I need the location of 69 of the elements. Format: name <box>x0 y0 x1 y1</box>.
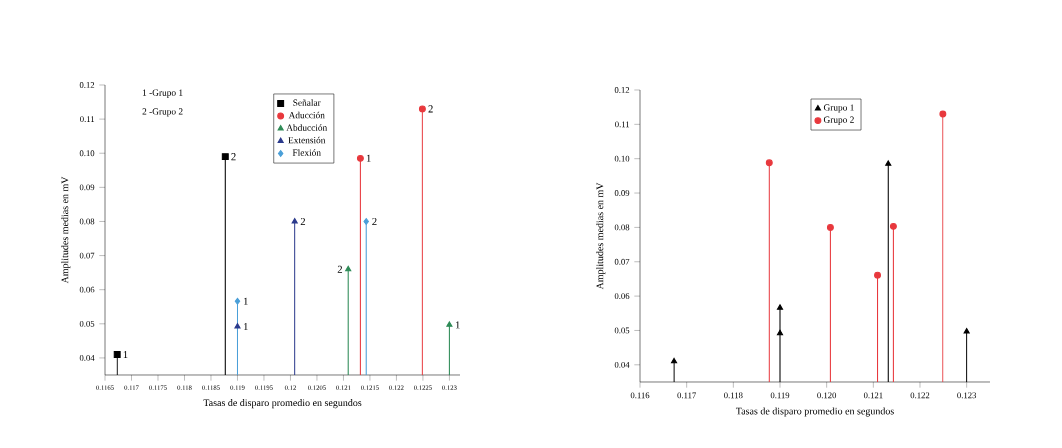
annotation: 1 <box>244 323 248 331</box>
point <box>221 153 229 161</box>
y-tick-label: 0.11 <box>80 116 95 123</box>
legend-label: Grupo 1 <box>823 104 854 113</box>
legend-label: Señalar <box>293 99 321 106</box>
point <box>776 329 784 336</box>
x-tick-label: 0.119 <box>770 392 790 399</box>
legend-label: Grupo 2 <box>823 116 854 125</box>
point <box>939 110 947 118</box>
y-axis-title: Amplitudes medias en mV <box>61 176 71 284</box>
annotation: 2 <box>428 105 433 113</box>
y-tick-label: 0.09 <box>614 190 630 196</box>
x-axis-title: Tasas de disparo promedio en segundos <box>203 399 362 409</box>
x-tick-label: 0.116 <box>630 392 650 399</box>
x-tick-label: 0.120 <box>817 392 837 399</box>
annotation: 1 -Grupo 1 <box>142 89 183 98</box>
annotation: 1 <box>123 350 128 359</box>
x-tick-label: 0.123 <box>957 392 977 399</box>
point <box>885 160 892 166</box>
annotation: 2 <box>231 153 236 161</box>
point <box>113 351 121 358</box>
annotation: 2 <box>372 217 377 225</box>
point <box>963 328 970 334</box>
annotation: 2 <box>300 217 306 225</box>
y-tick-label: 0.11 <box>615 121 630 128</box>
y-tick-label: 0.05 <box>79 320 95 327</box>
y-tick-label: 0.08 <box>614 224 630 231</box>
legend-label: Aducción <box>288 111 325 119</box>
point <box>234 297 241 305</box>
point <box>889 222 897 230</box>
annotation: 1 <box>244 297 248 305</box>
y-tick-label: 0.07 <box>614 258 630 265</box>
y-tick-label: 0.10 <box>614 155 630 162</box>
legend-label: Abducción <box>286 124 328 131</box>
x-tick-label: 0.118 <box>724 392 743 399</box>
point <box>356 154 364 162</box>
x-tick-label: 0.117 <box>677 392 697 399</box>
annotation: 1 <box>366 154 371 162</box>
y-tick-label: 0.09 <box>79 184 95 191</box>
x-tick-label: 0.122 <box>910 392 930 399</box>
y-tick-label: 0.04 <box>79 355 95 361</box>
y-tick-label: 0.06 <box>614 293 630 300</box>
annotation: 1 <box>455 321 460 329</box>
point <box>291 217 298 224</box>
point <box>363 217 369 225</box>
point <box>776 304 784 310</box>
y-tick-label: 0.05 <box>614 327 630 334</box>
legend-label: Flexión <box>292 149 321 156</box>
point <box>345 265 352 272</box>
x-tick-label: 0.121 <box>863 392 883 399</box>
point <box>234 323 241 329</box>
y-tick-label: 0.10 <box>79 150 95 157</box>
y-tick-label: 0.12 <box>79 82 95 88</box>
annotation: 2 <box>337 265 343 273</box>
legend-label: Extensión <box>288 136 326 144</box>
y-tick-label: 0.08 <box>79 218 95 225</box>
y-tick-label: 0.04 <box>614 361 630 368</box>
point <box>670 357 678 364</box>
point <box>765 159 773 167</box>
point <box>826 223 834 231</box>
annotation: 2 -Grupo 2 <box>142 108 183 117</box>
y-tick-label: 0.06 <box>79 286 95 293</box>
point <box>446 321 453 327</box>
y-tick-label: 0.12 <box>614 87 630 93</box>
point <box>874 271 882 279</box>
point <box>418 105 426 113</box>
x-axis-title: Tasas de disparo promedio en segundos <box>735 407 894 417</box>
y-tick-label: 0.07 <box>79 252 95 259</box>
y-axis-title: Amplitudes medias en mV <box>596 182 606 290</box>
